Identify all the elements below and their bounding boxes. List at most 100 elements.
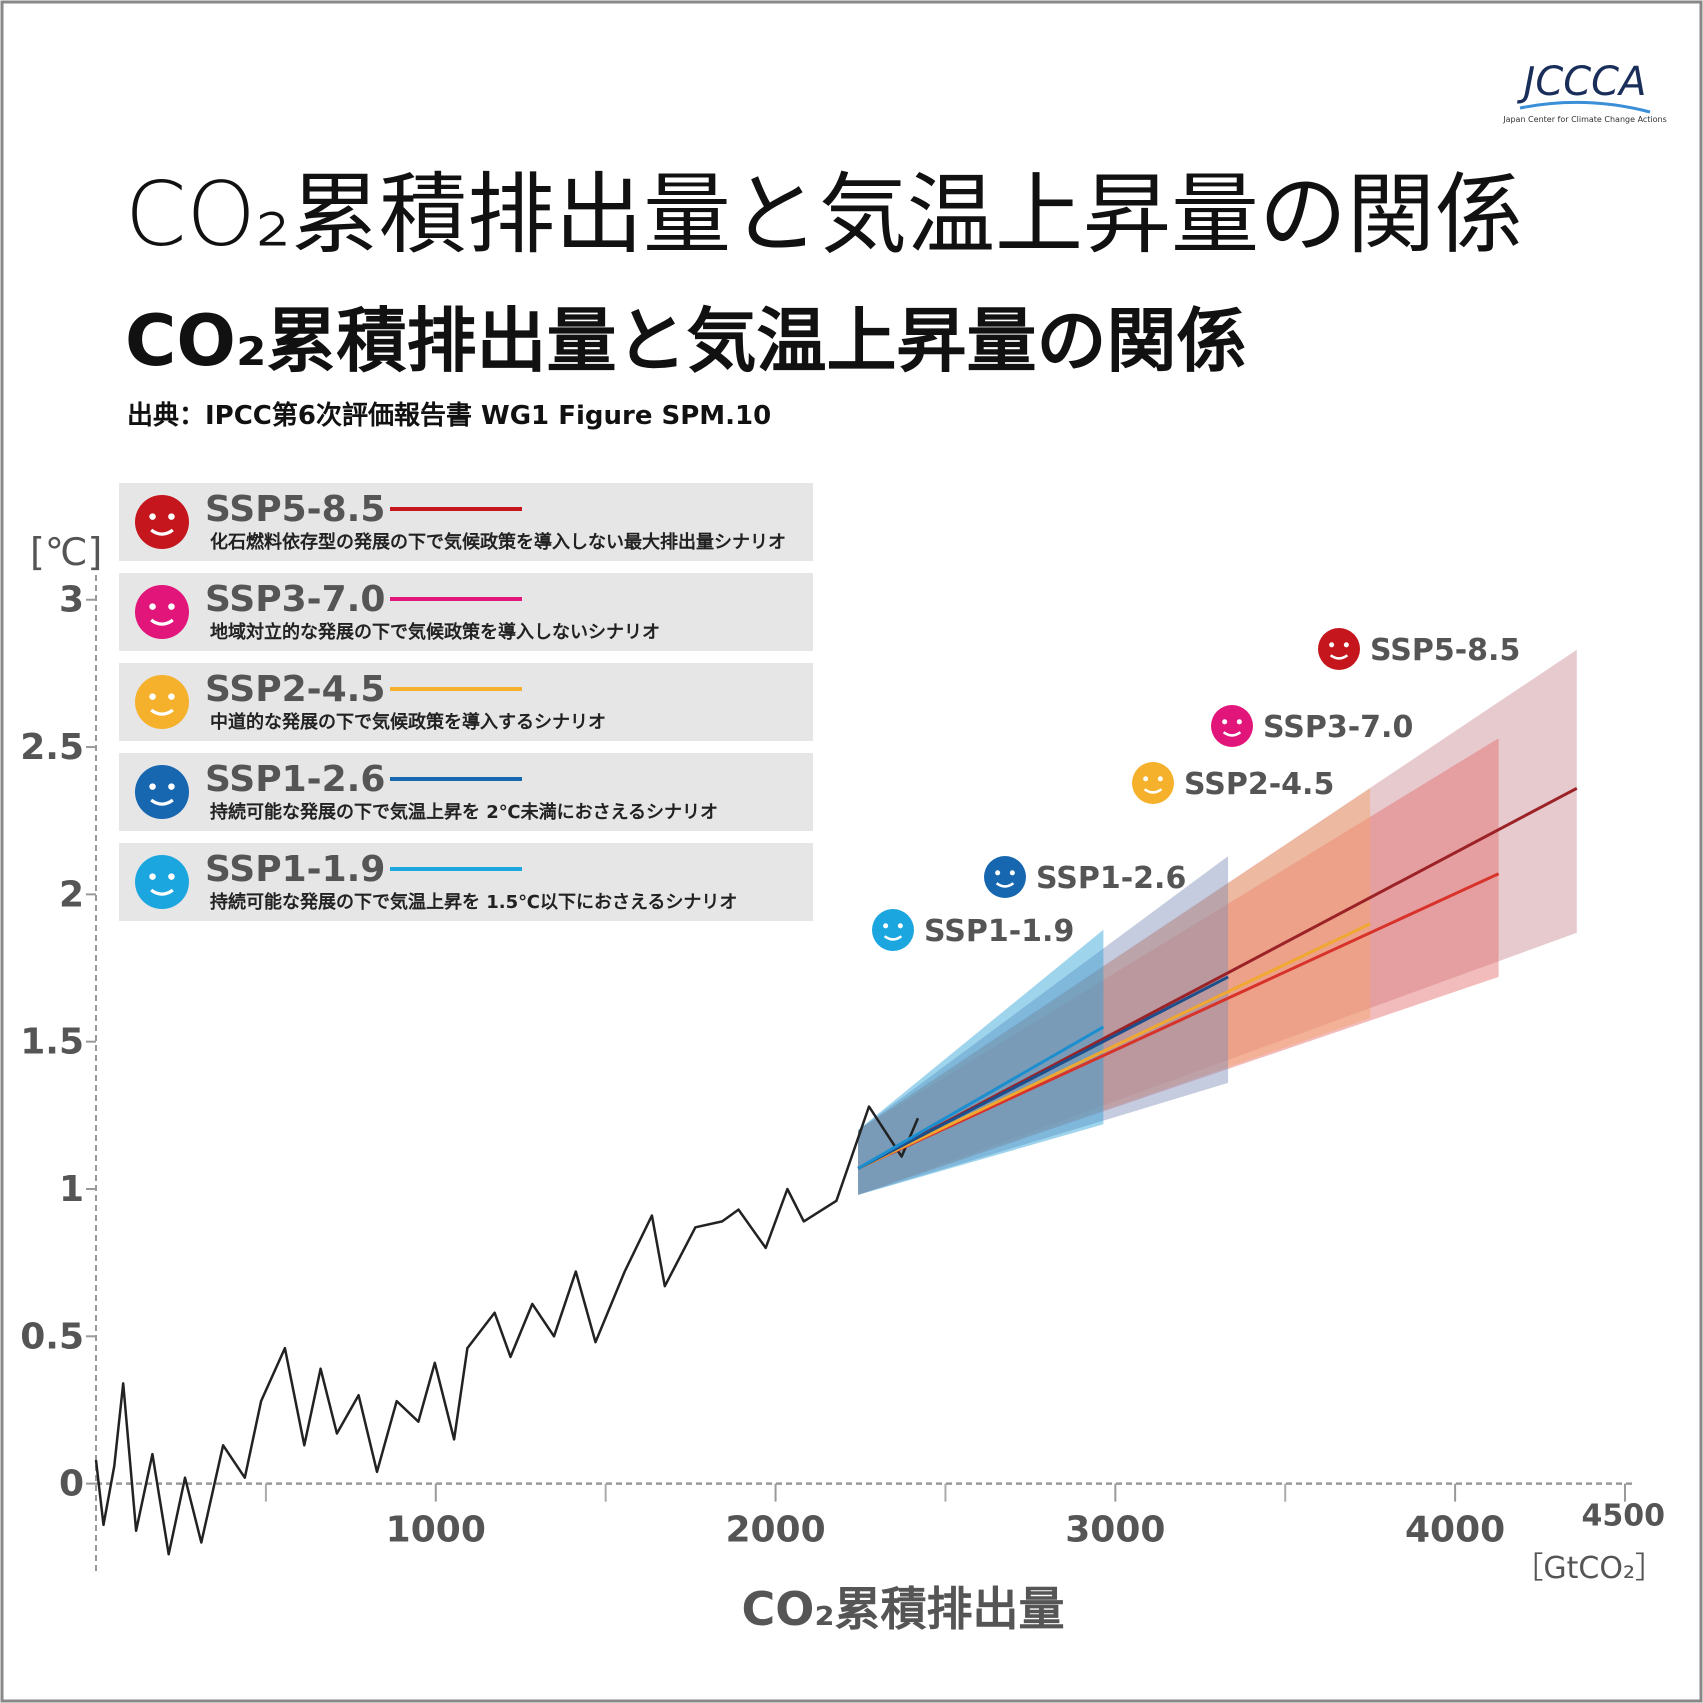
legend-box [119,663,813,741]
face-eye [149,513,156,520]
face-eye [1157,776,1163,782]
face-circle [1211,705,1253,747]
y-tick-label: 3 [59,580,84,621]
face-eye [168,513,175,520]
uncertainty-band [858,738,1499,1195]
x-tick-label: 4000 [1405,1510,1505,1551]
legend-description: 化石燃料依存型の発展の下で気候政策を導入しない最大排出量シナリオ [210,531,786,553]
face-mouth [150,708,174,716]
title-bold: CO₂累積排出量と気温上昇量の関係 [125,300,1247,382]
y-tick-label: 2 [59,874,84,915]
source: 出典：IPCC第6次評価報告書 WG1 Figure SPM.10 [127,400,771,431]
face-eye [1009,870,1015,876]
y-axis-label: [℃] [30,530,102,574]
legend-description: 中道的な発展の下で気候政策を導入するシナリオ [210,711,606,733]
legend-name: SSP2-4.5 [205,669,385,710]
face-icon [984,856,1026,898]
face-eye [149,693,156,700]
face-eye [1343,642,1349,648]
y-tick-label: 0.5 [20,1316,84,1357]
scenario-line [857,872,1500,1170]
face-icon [135,855,189,909]
face-icon [135,585,189,639]
face-icon [135,765,189,819]
face-icon [872,909,914,951]
x-tick-label: 2000 [725,1510,825,1551]
face-eye [149,783,156,790]
title: CO₂累積排出量と気温上昇量の関係 [125,163,1523,266]
face-eye [1329,642,1335,648]
face-icon [135,495,189,549]
legend-name: SSP5-8.5 [205,489,385,530]
scenario-line [857,922,1371,1170]
face-circle [135,855,189,909]
x-tick-label: 3000 [1065,1510,1165,1551]
face-mouth [150,798,174,806]
uncertainty-band [858,649,1577,1195]
historical-line [94,1105,920,1556]
face-circle [984,856,1026,898]
y-tick-label: 2.5 [20,727,84,768]
face-eye [1143,776,1149,782]
logo-tagline: Japan Center for Climate Change Actions [1502,115,1667,124]
face-eye [168,783,175,790]
x-axis-label: CO₂累積排出量 [741,1582,1064,1636]
face-icon [1318,628,1360,670]
legend-box [119,843,813,921]
legend-description: 持続可能な発展の下で気温上昇を 2℃未満におさえるシナリオ [210,801,718,823]
scenario-label: SSP1-2.6 [1036,861,1186,896]
legend-name: SSP1-2.6 [205,759,385,800]
legend-box [119,573,813,651]
face-eye [168,603,175,610]
face-eye [168,693,175,700]
face-icon [1132,762,1174,804]
logo: JCCCA [1517,59,1647,105]
x-axis-unit: ［GtCO₂］ [1513,1551,1665,1586]
scenario-label: SSP1-1.9 [924,914,1074,949]
face-eye [883,923,889,929]
scenario-label: SSP2-4.5 [1184,767,1334,802]
face-circle [135,495,189,549]
legend-box [119,483,813,561]
y-tick-label: 1 [59,1169,84,1210]
legend-description: 持続可能な発展の下で気温上昇を 1.5℃以下におさえるシナリオ [210,891,737,913]
face-eye [149,873,156,880]
legend-name: SSP3-7.0 [205,579,385,620]
y-tick-label: 0 [59,1464,84,1505]
face-mouth [150,528,174,536]
legend-name: SSP1-1.9 [205,849,385,890]
face-eye [1222,719,1228,725]
face-circle [1132,762,1174,804]
face-icon [1211,705,1253,747]
face-circle [135,765,189,819]
face-mouth [1143,788,1163,794]
legend-box [119,753,813,831]
face-mouth [150,618,174,626]
face-circle [872,909,914,951]
face-mouth [1222,731,1242,737]
uncertainty-band [858,856,1229,1195]
x-tick-label: 4500 [1582,1499,1666,1534]
face-mouth [1329,654,1349,660]
scenario-line [857,1025,1105,1170]
face-mouth [995,882,1015,888]
face-icon [135,675,189,729]
x-tick-label: 1000 [386,1510,486,1551]
face-circle [1318,628,1360,670]
face-eye [149,603,156,610]
scenario-label: SSP5-8.5 [1370,633,1520,668]
scenario-line [857,975,1229,1170]
logo-swoosh [1519,100,1651,114]
face-eye [1236,719,1242,725]
y-tick-label: 1.5 [20,1022,84,1063]
legend-description: 地域対立的な発展の下で気候政策を導入しないシナリオ [210,621,660,643]
face-eye [995,870,1001,876]
face-mouth [150,888,174,896]
uncertainty-band [858,929,1104,1195]
face-mouth [883,935,903,941]
face-circle [135,675,189,729]
face-eye [168,873,175,880]
scenario-label: SSP3-7.0 [1263,710,1413,745]
face-eye [897,923,903,929]
